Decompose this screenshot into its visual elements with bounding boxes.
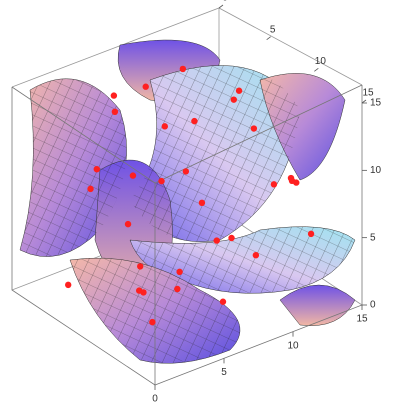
y-tick [266, 36, 271, 40]
point [93, 166, 101, 173]
point [142, 83, 149, 90]
z-tick-label: 0 [370, 300, 376, 311]
point [161, 123, 168, 130]
y-tick [314, 68, 319, 72]
point [179, 65, 187, 73]
point [158, 177, 165, 185]
point [129, 172, 137, 179]
point [219, 298, 227, 305]
point [198, 199, 206, 206]
x-tick-label: 5 [221, 367, 227, 378]
point [110, 92, 118, 99]
point [149, 318, 156, 326]
y-tick-label: 5 [270, 24, 276, 35]
point [124, 220, 132, 228]
z-tick-label: 10 [370, 165, 382, 176]
y-tick [361, 99, 367, 104]
point [307, 230, 315, 238]
y-tick-label: 0 [222, 0, 228, 4]
point [250, 125, 258, 132]
y-tick-label: 10 [315, 56, 327, 67]
point [287, 174, 295, 182]
point [176, 268, 183, 276]
point [270, 181, 278, 188]
point [293, 179, 300, 186]
point [182, 168, 190, 175]
point [191, 117, 198, 125]
isosurfaces [19, 39, 356, 364]
point [252, 252, 260, 259]
point [174, 285, 181, 293]
point [136, 287, 143, 294]
point [111, 108, 119, 116]
z-tick-label: 15 [370, 98, 382, 109]
y-tick-label: 15 [362, 88, 374, 99]
x-tick-label: 10 [287, 340, 299, 351]
y-tick [218, 4, 224, 9]
point [235, 87, 243, 94]
point [137, 263, 144, 270]
point [228, 234, 235, 242]
x-tick-label: 0 [152, 394, 158, 405]
point [65, 281, 72, 289]
z-tick-label: 5 [370, 232, 376, 243]
point [87, 185, 94, 193]
x-tick-label: 15 [356, 314, 368, 325]
point [230, 96, 237, 103]
point [213, 237, 220, 244]
